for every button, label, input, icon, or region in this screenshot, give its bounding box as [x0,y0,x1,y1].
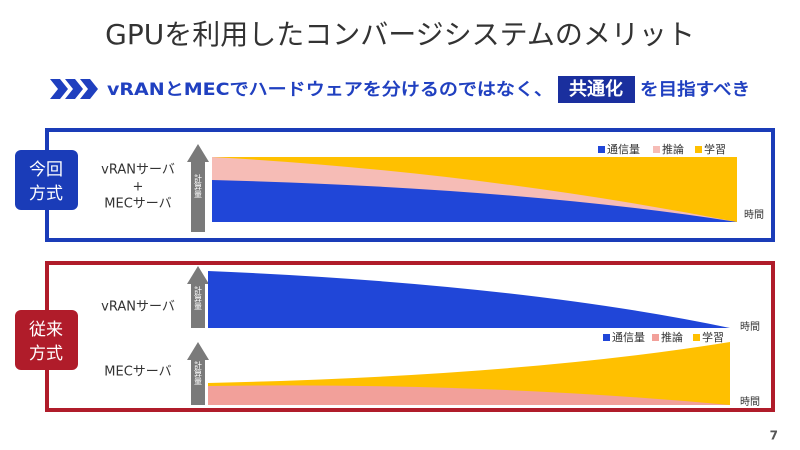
highlight-text: 共通化 [569,78,623,100]
badge-text: 従来 [29,320,63,340]
time-label: 時間 [740,396,760,408]
chevron [65,79,83,99]
area-traffic [212,180,737,222]
legend-swatch [598,146,605,153]
axis-label: 計算量 [194,173,203,198]
badge-text: 今回 [29,160,63,180]
badge [15,310,78,370]
axis-arrow [187,144,209,232]
chevron [50,79,68,99]
badge [15,150,78,210]
subtitle: vRANとMECでハードウェアを分けるのではなく、 共通化 を目指すべき [50,76,750,103]
axis-label: 計算量 [194,285,203,310]
legend-label: 学習 [704,142,726,156]
badge-text: 方式 [29,184,63,204]
axis-label: 計算量 [194,360,203,385]
area-inference [208,385,730,405]
area-traffic [208,271,730,328]
server-label: + [133,180,144,195]
legend-label: 通信量 [607,143,640,156]
axis-arrow [187,342,209,405]
legend-swatch [603,334,610,341]
page-number: 7 [770,429,778,443]
server-label: vRANサーバ [101,163,175,178]
legend-label: 推論 [662,142,684,156]
axis-arrow [187,266,209,328]
legend-label: 推論 [661,330,683,344]
legend-swatch [693,334,700,341]
badge-text: 方式 [29,344,63,364]
legend-label: 学習 [702,330,724,344]
server-label: MECサーバ [104,365,171,380]
server-label: vRANサーバ [101,300,175,315]
chevron [80,79,98,99]
legend-swatch [652,334,659,341]
time-label: 時間 [740,321,760,333]
subtitle-text: を目指すべき [640,79,750,100]
slide-title: GPUを利用したコンバージシステムのメリット [105,18,695,51]
subtitle-text: vRANとMECでハードウェアを分けるのではなく、 [107,80,553,100]
time-label: 時間 [744,209,764,221]
highlight-box [558,76,635,103]
legend-swatch [653,146,660,153]
server-label: MECサーバ [104,197,171,212]
legend-label: 通信量 [612,331,645,344]
legend-swatch [695,146,702,153]
